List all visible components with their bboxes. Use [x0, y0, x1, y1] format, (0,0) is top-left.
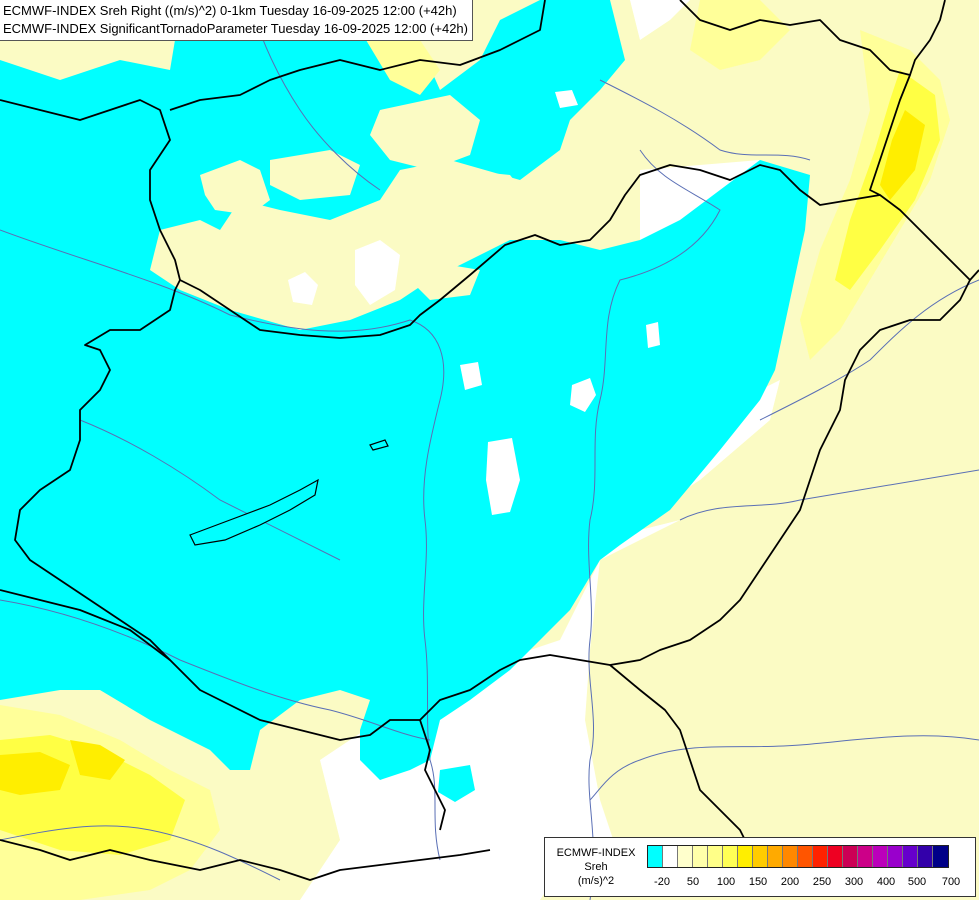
legend-swatch [858, 846, 873, 867]
legend-swatch-bar [647, 845, 949, 868]
legend-swatch [708, 846, 723, 867]
legend-swatch [648, 846, 663, 867]
hole-north-1 [200, 160, 270, 215]
border-serbia [609, 664, 751, 851]
map-header: ECMWF-INDEX Sreh Right ((m/s)^2) 0-1km T… [0, 0, 473, 41]
hole-northeast [555, 90, 578, 108]
border-ukraine [679, 0, 946, 76]
lake-velence [369, 439, 389, 451]
hole-center-2 [460, 362, 482, 390]
river-southeast [589, 735, 979, 801]
legend-tick-label: 400 [876, 876, 896, 888]
legend-source: ECMWF-INDEX [556, 847, 636, 859]
border-bosnia [0, 839, 491, 881]
border-hungary [14, 164, 971, 741]
hole-north-5 [355, 240, 400, 305]
legend-swatch [723, 846, 738, 867]
yellow-zone-north [690, 0, 790, 70]
legend-swatch [888, 846, 903, 867]
white-zone-east-edge [600, 380, 780, 545]
hole-north-3 [370, 95, 480, 170]
border-poland-north [169, 0, 546, 111]
hole-center-1 [486, 438, 520, 515]
legend-swatch [753, 846, 768, 867]
legend-swatch [783, 846, 798, 867]
white-zone-south [300, 520, 680, 900]
header-line-2: ECMWF-INDEX SignificantTornadoParameter … [3, 21, 468, 36]
color-legend: ECMWF-INDEX Sreh (m/s)^2 -20 50 100 150 200 2… [544, 837, 976, 897]
legend-swatch [768, 846, 783, 867]
border-slovakia-north [0, 99, 181, 281]
legend-parameter: Sreh [584, 861, 608, 873]
legend-swatch [738, 846, 753, 867]
legend-swatch [903, 846, 918, 867]
cyan-zone-main [0, 0, 810, 780]
legend-swatch [798, 846, 813, 867]
river-east-2 [679, 469, 979, 521]
legend-tick-label: 200 [780, 876, 800, 888]
legend-swatch [678, 846, 693, 867]
legend-tick-label: 50 [686, 876, 700, 888]
river-northeast [599, 79, 811, 161]
river-raba [79, 419, 341, 561]
yellow-zone-southwest-peak [0, 752, 70, 795]
legend-swatch [843, 846, 858, 867]
legend-tick-label: -20 [654, 876, 670, 888]
legend-unit: (m/s)^2 [577, 875, 615, 887]
country-borders [0, 0, 979, 881]
legend-swatch [663, 846, 678, 867]
legend-tick-label: 250 [812, 876, 832, 888]
border-romania-east [969, 269, 979, 281]
river-tisza [588, 149, 721, 900]
cyan-zone-southeast-blob [438, 765, 475, 802]
river-danube [0, 229, 445, 861]
border-ukraine-2 [869, 74, 911, 196]
hole-north-4 [400, 170, 530, 240]
border-danube-south [419, 719, 446, 831]
legend-tick-label: 100 [716, 876, 736, 888]
hole-center-4 [646, 322, 660, 348]
legend-swatch [933, 846, 948, 867]
legend-tick-label: 700 [941, 876, 961, 888]
header-line-1: ECMWF-INDEX Sreh Right ((m/s)^2) 0-1km T… [3, 3, 457, 18]
legend-swatch [813, 846, 828, 867]
white-zone-north [630, 0, 690, 40]
lake-balaton [189, 478, 319, 546]
river-east-1 [759, 279, 979, 421]
legend-tick-label: 150 [748, 876, 768, 888]
legend-tick-label: 500 [907, 876, 927, 888]
legend-swatch [828, 846, 843, 867]
legend-title: ECMWF-INDEX Sreh (m/s)^2 [550, 846, 642, 888]
yellow-zone-north-2 [360, 30, 440, 95]
hole-north-6 [288, 272, 318, 305]
legend-tick-label: 300 [844, 876, 864, 888]
yellow-zone-east-peak [880, 110, 925, 200]
legend-swatch [873, 846, 888, 867]
river-drava [0, 599, 431, 741]
yellow-zone-southwest-peak-2 [70, 740, 125, 780]
legend-swatch [693, 846, 708, 867]
legend-swatch [918, 846, 933, 867]
hole-north-7 [410, 265, 480, 300]
hole-center-3 [570, 378, 596, 412]
border-croatia-south [0, 589, 171, 661]
hole-north-2 [270, 150, 360, 200]
